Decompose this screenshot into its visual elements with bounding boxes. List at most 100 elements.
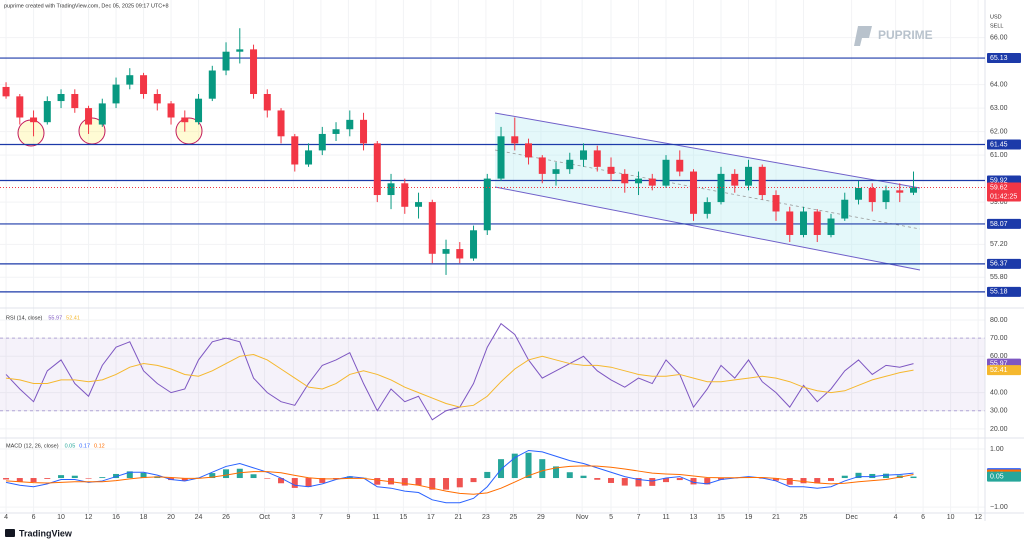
histogram-bar [3, 478, 10, 480]
histogram-bar [85, 478, 92, 479]
histogram-bar [401, 478, 408, 486]
x-tick-label: 21 [772, 514, 780, 521]
candle-body [401, 183, 409, 207]
histogram-bar [594, 478, 601, 480]
candle-body [126, 75, 134, 85]
level-label: 55.18 [990, 289, 1008, 296]
histogram-bar [223, 469, 230, 479]
last-value-label: 55.97 [990, 360, 1008, 367]
histogram-bar [99, 477, 106, 479]
level-label-box [987, 258, 1021, 269]
histogram-bar [690, 478, 697, 485]
last-value-label: 52.41 [990, 367, 1008, 374]
marker-circle [17, 119, 45, 147]
x-tick-label: 6 [921, 514, 925, 521]
x-tick-label: 9 [346, 514, 350, 521]
histogram-bar [305, 478, 312, 488]
x-tick-label: 29 [537, 514, 545, 521]
histogram-bar [58, 475, 65, 479]
histogram-bar [566, 472, 573, 479]
level-label: 56.37 [990, 261, 1008, 268]
last-price: 59.62 [990, 184, 1008, 191]
candle-body [813, 211, 821, 235]
legend-value: 0.17 [79, 443, 90, 449]
legend-value: 0.12 [94, 443, 105, 449]
candle-body [470, 230, 478, 259]
candle-body [882, 190, 890, 203]
histogram-bar [608, 478, 615, 483]
x-tick-label: 11 [662, 514, 669, 521]
legend-title: RSI (14, close) [6, 315, 43, 321]
candle-body [387, 183, 395, 196]
candle-body [827, 218, 835, 235]
histogram-bar [484, 471, 491, 479]
candle-body [71, 94, 79, 109]
x-tick-label: 18 [140, 514, 148, 521]
histogram-bar [704, 478, 711, 485]
histogram-bar [539, 459, 546, 479]
histogram-bar [113, 473, 120, 479]
level-label: 58.07 [990, 221, 1008, 228]
candle-body [483, 178, 491, 231]
x-tick-label: 25 [510, 514, 518, 521]
x-tick-label: 23 [482, 514, 490, 521]
candle-body [552, 169, 560, 174]
candle-body [181, 117, 189, 123]
x-tick-label: 11 [372, 514, 379, 521]
candle-body [635, 178, 643, 184]
candle-body [250, 49, 258, 95]
last-price-box [987, 182, 1021, 202]
histogram-bar [855, 472, 862, 479]
y-tick-label: 63.00 [990, 105, 1008, 112]
x-tick-label: 10 [57, 514, 65, 521]
histogram-bar [140, 472, 147, 479]
candle-body [800, 211, 808, 235]
last-value-label-box [987, 365, 1021, 376]
y-tick-label: 30.00 [990, 408, 1008, 415]
candle-body [662, 159, 670, 186]
footer-logo: TradingView [5, 528, 73, 538]
histogram-bar [621, 478, 628, 486]
candle-body [525, 143, 533, 158]
x-tick-label: 16 [112, 514, 120, 521]
candle-body [195, 98, 203, 123]
x-tick-label: Nov [576, 514, 589, 521]
x-tick-label: 24 [195, 514, 203, 521]
currency: USD [990, 14, 1002, 20]
candle-body [428, 202, 436, 254]
candle-body [277, 110, 285, 137]
y-tick-label: 40.00 [990, 389, 1008, 396]
candle-body [745, 166, 753, 186]
histogram-bar [773, 478, 780, 481]
candle-body [621, 173, 629, 184]
histogram-bar [786, 478, 793, 485]
y-tick-label: 1.00 [990, 446, 1004, 453]
candle-body [43, 101, 51, 123]
level-label-box [987, 139, 1021, 150]
histogram-bar [470, 478, 477, 483]
candle-body [703, 202, 711, 214]
candle-body [648, 178, 656, 186]
candle-body [772, 195, 780, 212]
legend-value: 55.97 [48, 315, 62, 321]
candle-body [690, 171, 698, 214]
x-tick-label: 7 [319, 514, 323, 521]
candle-body [868, 187, 876, 203]
histogram-bar [869, 473, 876, 479]
histogram-bar [278, 478, 285, 484]
candle-body [291, 136, 299, 165]
x-tick-label: 17 [427, 514, 435, 521]
candle-body [222, 51, 230, 71]
legend-value: 0.05 [65, 443, 76, 449]
histogram-bar [333, 478, 340, 479]
channel-bottom [494, 186, 921, 271]
channel-top [494, 112, 921, 189]
channel-mid [494, 149, 921, 230]
x-tick-label: 4 [894, 514, 898, 521]
histogram-bar [498, 459, 505, 479]
histogram-bar [415, 478, 422, 486]
y-tick-label: 55.80 [990, 274, 1008, 281]
histogram-bar [456, 478, 463, 488]
histogram-bar [511, 453, 518, 479]
